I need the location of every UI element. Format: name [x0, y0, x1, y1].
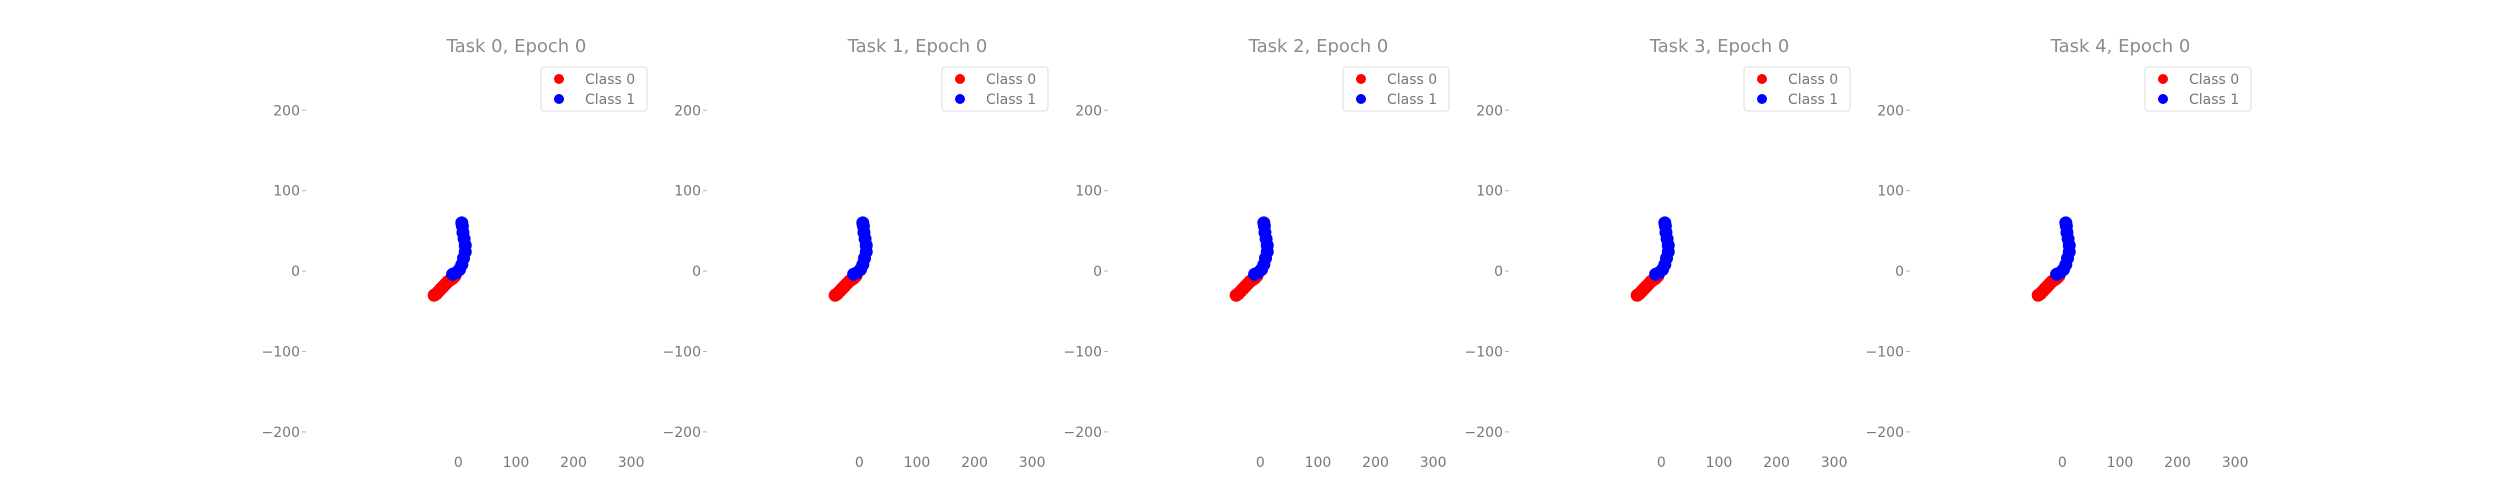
legend-marker	[955, 94, 965, 104]
legend-label: Class 1	[1788, 92, 1838, 108]
y-tick-label: −200	[262, 425, 300, 441]
y-tick-label: −100	[663, 345, 701, 361]
y-tick-label: 0	[291, 264, 300, 280]
y-tick-label: −100	[1465, 345, 1503, 361]
data-point	[455, 216, 469, 230]
chart-title: Task 3, Epoch 0	[1649, 36, 1790, 57]
legend-box	[941, 66, 1049, 112]
legend-label: Class 0	[2189, 72, 2239, 88]
legend-box	[1342, 66, 1450, 112]
y-tick-label: −200	[1064, 425, 1102, 441]
chart-panel: Task 3, Epoch 0 −200 −100 0 100 200 0 100 200 300…	[1465, 36, 1851, 471]
y-tick-label: 100	[273, 184, 300, 200]
x-tick-label: 200	[560, 455, 587, 471]
legend-label: Class 1	[1387, 92, 1437, 108]
legend: Class 0 Class 1	[2144, 66, 2252, 112]
y-tick-label: 100	[1877, 184, 1904, 200]
legend-marker	[554, 94, 564, 104]
series-class-1	[446, 216, 472, 281]
x-tick-label: 300	[1420, 455, 1447, 471]
x-tick-label: 200	[961, 455, 988, 471]
legend-label: Class 1	[585, 92, 635, 108]
legend: Class 0 Class 1	[1342, 66, 1450, 112]
legend: Class 0 Class 1	[1743, 66, 1851, 112]
y-tick-label: 100	[1476, 184, 1503, 200]
x-tick-label: 200	[2164, 455, 2191, 471]
legend-label: Class 1	[2189, 92, 2239, 108]
x-tick-label: 100	[2107, 455, 2134, 471]
x-tick-label: 0	[855, 455, 864, 471]
x-tick-label: 0	[1657, 455, 1666, 471]
legend-label: Class 0	[1788, 72, 1838, 88]
chart-panel: Task 1, Epoch 0 −200 −100 0 100 200 0 100 200 300…	[663, 36, 1049, 471]
chart-title: Task 1, Epoch 0	[847, 36, 988, 57]
y-tick-label: 100	[1075, 184, 1102, 200]
y-tick-label: 0	[692, 264, 701, 280]
chart-title: Task 4, Epoch 0	[2050, 36, 2191, 57]
data-point	[856, 216, 870, 230]
y-tick-label: −200	[663, 425, 701, 441]
legend: Class 0 Class 1	[941, 66, 1049, 112]
chart-panel: Task 2, Epoch 0 −200 −100 0 100 200 0 100 200 300…	[1064, 36, 1450, 471]
legend-marker	[1356, 74, 1366, 84]
legend-box	[2144, 66, 2252, 112]
y-tick-label: −100	[1064, 345, 1102, 361]
x-tick-label: 100	[1305, 455, 1332, 471]
legend-box	[540, 66, 648, 112]
y-tick-label: 200	[1476, 103, 1503, 119]
data-point	[2059, 216, 2073, 230]
y-tick-label: −200	[1465, 425, 1503, 441]
x-tick-label: 0	[2058, 455, 2067, 471]
x-tick-label: 200	[1763, 455, 1790, 471]
y-tick-label: 200	[1877, 103, 1904, 119]
y-tick-label: 200	[273, 103, 300, 119]
x-tick-label: 300	[1019, 455, 1046, 471]
y-tick-label: 0	[1895, 264, 1904, 280]
y-tick-label: 100	[674, 184, 701, 200]
y-tick-label: 0	[1093, 264, 1102, 280]
chart-title: Task 0, Epoch 0	[446, 36, 587, 57]
legend-marker	[1757, 94, 1767, 104]
legend-label: Class 0	[986, 72, 1036, 88]
legend-label: Class 0	[1387, 72, 1437, 88]
chart-panel: Task 0, Epoch 0 −200 −100 0 100 200 0 100 200 300…	[262, 36, 648, 471]
x-tick-label: 100	[503, 455, 530, 471]
chart-title: Task 2, Epoch 0	[1248, 36, 1389, 57]
legend-label: Class 0	[585, 72, 635, 88]
y-tick-label: 200	[674, 103, 701, 119]
series-class-1	[847, 216, 873, 281]
x-tick-label: 200	[1362, 455, 1389, 471]
legend-marker	[1757, 74, 1767, 84]
legend-label: Class 1	[986, 92, 1036, 108]
y-tick-label: −100	[1866, 345, 1904, 361]
legend-marker	[2158, 94, 2168, 104]
y-tick-label: −200	[1866, 425, 1904, 441]
y-tick-label: 200	[1075, 103, 1102, 119]
series-class-1	[1248, 216, 1274, 281]
x-tick-label: 300	[618, 455, 645, 471]
legend-marker	[955, 74, 965, 84]
legend-box	[1743, 66, 1851, 112]
legend-marker	[554, 74, 564, 84]
data-point	[1257, 216, 1271, 230]
x-tick-label: 300	[1821, 455, 1848, 471]
x-tick-label: 300	[2222, 455, 2249, 471]
legend-marker	[1356, 94, 1366, 104]
chart-panel: Task 4, Epoch 0 −200 −100 0 100 200 0 100 200 300…	[1866, 36, 2252, 471]
x-tick-label: 0	[454, 455, 463, 471]
x-tick-label: 100	[1706, 455, 1733, 471]
series-class-1	[1649, 216, 1675, 281]
x-tick-label: 0	[1256, 455, 1265, 471]
legend: Class 0 Class 1	[540, 66, 648, 112]
data-point	[1658, 216, 1672, 230]
y-tick-label: 0	[1494, 264, 1503, 280]
series-class-1	[2050, 216, 2076, 281]
legend-marker	[2158, 74, 2168, 84]
y-tick-label: −100	[262, 345, 300, 361]
x-tick-label: 100	[904, 455, 931, 471]
